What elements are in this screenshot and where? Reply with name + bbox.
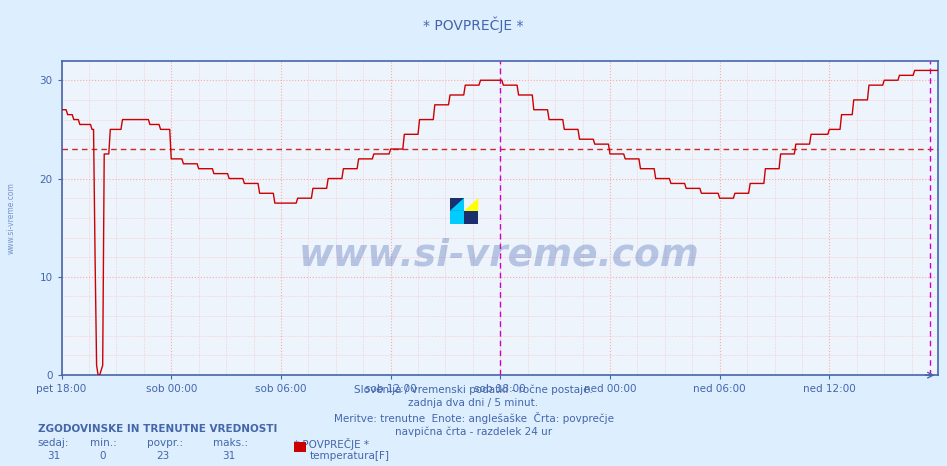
Text: * POVPREČJE *: * POVPREČJE * — [294, 438, 368, 450]
Text: maks.:: maks.: — [213, 438, 248, 448]
Text: Slovenija / vremenski podatki - ročne postaje.: Slovenija / vremenski podatki - ročne po… — [354, 384, 593, 395]
Text: Meritve: trenutne  Enote: anglešaške  Črta: povprečje: Meritve: trenutne Enote: anglešaške Črta… — [333, 412, 614, 425]
Text: ZGODOVINSKE IN TRENUTNE VREDNOSTI: ZGODOVINSKE IN TRENUTNE VREDNOSTI — [38, 424, 277, 434]
Text: www.si-vreme.com: www.si-vreme.com — [8, 182, 16, 254]
Text: * POVPREČJE *: * POVPREČJE * — [423, 16, 524, 33]
Text: 0: 0 — [99, 451, 106, 461]
Text: zadnja dva dni / 5 minut.: zadnja dva dni / 5 minut. — [408, 398, 539, 408]
Text: min.:: min.: — [90, 438, 116, 448]
Text: 23: 23 — [156, 451, 170, 461]
Text: 31: 31 — [223, 451, 236, 461]
Text: temperatura[F]: temperatura[F] — [310, 451, 389, 461]
Text: 31: 31 — [47, 451, 61, 461]
Text: sedaj:: sedaj: — [38, 438, 69, 448]
Text: povpr.:: povpr.: — [147, 438, 183, 448]
Text: navpična črta - razdelek 24 ur: navpična črta - razdelek 24 ur — [395, 426, 552, 437]
Text: www.si-vreme.com: www.si-vreme.com — [299, 238, 700, 274]
